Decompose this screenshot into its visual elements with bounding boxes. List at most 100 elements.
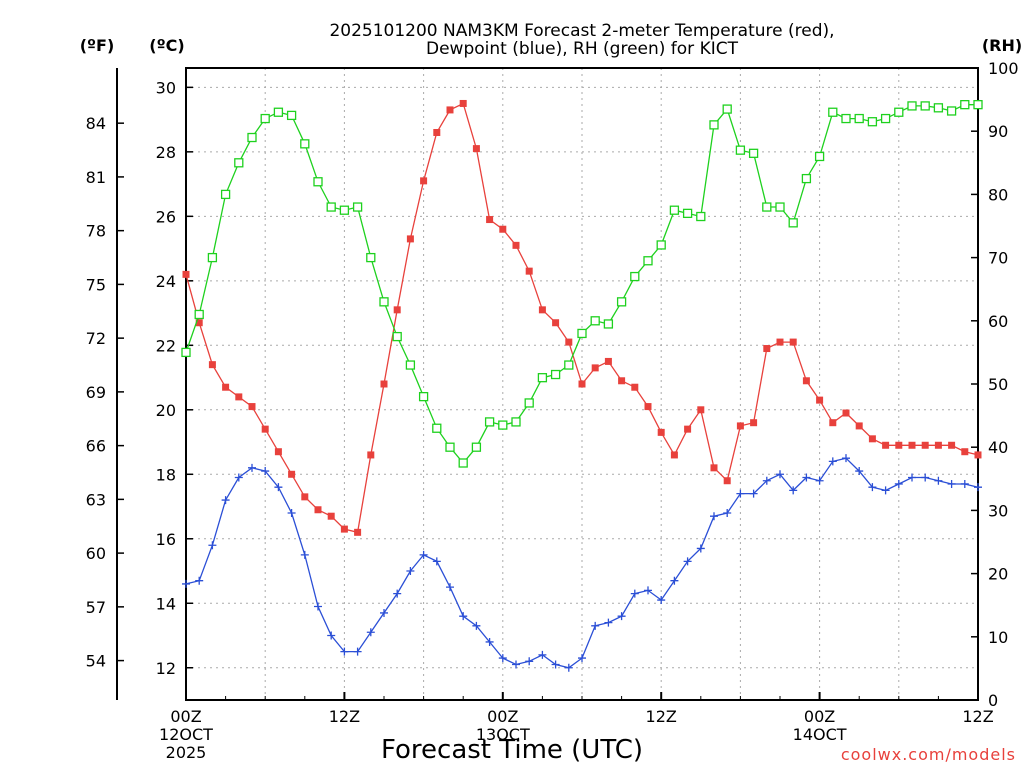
data-point [723, 508, 732, 517]
data-point [775, 202, 785, 212]
celsius-tick-label: 18 [156, 465, 176, 484]
data-point [894, 107, 904, 117]
data-series [181, 99, 983, 672]
data-point [934, 476, 943, 485]
fahrenheit-tick-label: 60 [86, 544, 106, 563]
data-point [564, 360, 574, 370]
data-point [484, 417, 495, 427]
x-tick-label: 13OCT [476, 725, 530, 744]
data-point [894, 479, 903, 488]
data-point [974, 451, 982, 459]
fahrenheit-tick-label: 66 [86, 437, 106, 456]
data-point [656, 240, 666, 250]
data-point [471, 442, 482, 452]
data-point [446, 583, 454, 592]
data-point [392, 331, 402, 342]
data-point [961, 448, 969, 456]
x-axis-label: Forecast Time (UTC) [381, 735, 643, 765]
data-point [340, 647, 349, 656]
x-tick-label: 2025 [166, 743, 207, 762]
data-point [524, 398, 534, 408]
data-point [511, 417, 521, 427]
data-point [327, 512, 335, 520]
data-point [828, 457, 837, 466]
data-point [367, 451, 375, 459]
rh-tick-label: 60 [988, 312, 1008, 331]
x-tick-label: 12Z [962, 707, 993, 726]
x-tick-label: 12Z [329, 707, 360, 726]
data-point [326, 202, 336, 212]
data-point [433, 128, 441, 136]
data-point [354, 528, 362, 536]
data-point [551, 660, 560, 669]
data-point [604, 357, 612, 365]
data-point [314, 602, 322, 611]
data-point [776, 470, 784, 479]
data-point [617, 612, 626, 621]
data-point [748, 148, 759, 158]
data-point [669, 205, 680, 215]
data-point [657, 428, 665, 436]
data-point [314, 506, 322, 514]
data-point [577, 328, 587, 339]
data-point [552, 319, 560, 327]
data-point [828, 107, 838, 117]
data-point [287, 508, 296, 517]
data-point [380, 608, 388, 617]
data-point [459, 612, 468, 621]
data-point [525, 657, 534, 666]
data-point [498, 420, 508, 430]
data-point [445, 442, 455, 452]
data-point [684, 425, 692, 433]
data-point [603, 319, 614, 329]
data-point [247, 132, 257, 143]
data-point [814, 151, 825, 162]
data-point [723, 477, 731, 485]
data-point [195, 576, 204, 585]
celsius-tick-label: 28 [156, 143, 176, 162]
data-point [630, 589, 639, 598]
fahrenheit-tick-label: 57 [86, 598, 106, 617]
data-point [709, 120, 719, 130]
fahrenheit-tick-label: 78 [86, 222, 106, 241]
rh-tick-label: 30 [988, 501, 1008, 520]
data-point [882, 441, 890, 449]
data-point [288, 470, 296, 478]
data-point [458, 458, 468, 468]
x-tick-label: 00Z [170, 707, 201, 726]
data-point [815, 476, 824, 485]
data-point [406, 235, 414, 243]
data-point [208, 361, 216, 369]
data-point [366, 252, 376, 263]
data-point [352, 202, 363, 212]
fahrenheit-tick-label: 75 [86, 275, 106, 294]
data-point [960, 479, 969, 488]
data-point [696, 211, 706, 222]
celsius-tick-label: 14 [156, 594, 176, 613]
data-point [261, 467, 270, 476]
data-point [762, 476, 771, 485]
data-point [644, 586, 652, 595]
x-tick-label: 00Z [804, 707, 835, 726]
data-point [339, 205, 350, 215]
data-point [854, 113, 864, 124]
rh-tick-label: 70 [988, 249, 1008, 268]
data-point [974, 483, 982, 492]
data-point [670, 451, 678, 459]
data-point [735, 145, 746, 155]
fahrenheit-tick-label: 69 [86, 383, 106, 402]
data-point [802, 377, 810, 385]
data-point [182, 579, 190, 588]
data-point [432, 557, 441, 566]
data-point [512, 241, 520, 249]
data-point [221, 496, 230, 505]
data-point [208, 541, 217, 550]
data-point [525, 267, 533, 275]
fahrenheit-tick-label: 84 [86, 114, 106, 133]
x-tick-label: 12Z [646, 707, 677, 726]
data-point [300, 550, 309, 559]
data-point [313, 177, 323, 187]
data-point [195, 319, 203, 327]
data-point [789, 338, 797, 346]
data-point [643, 256, 653, 266]
